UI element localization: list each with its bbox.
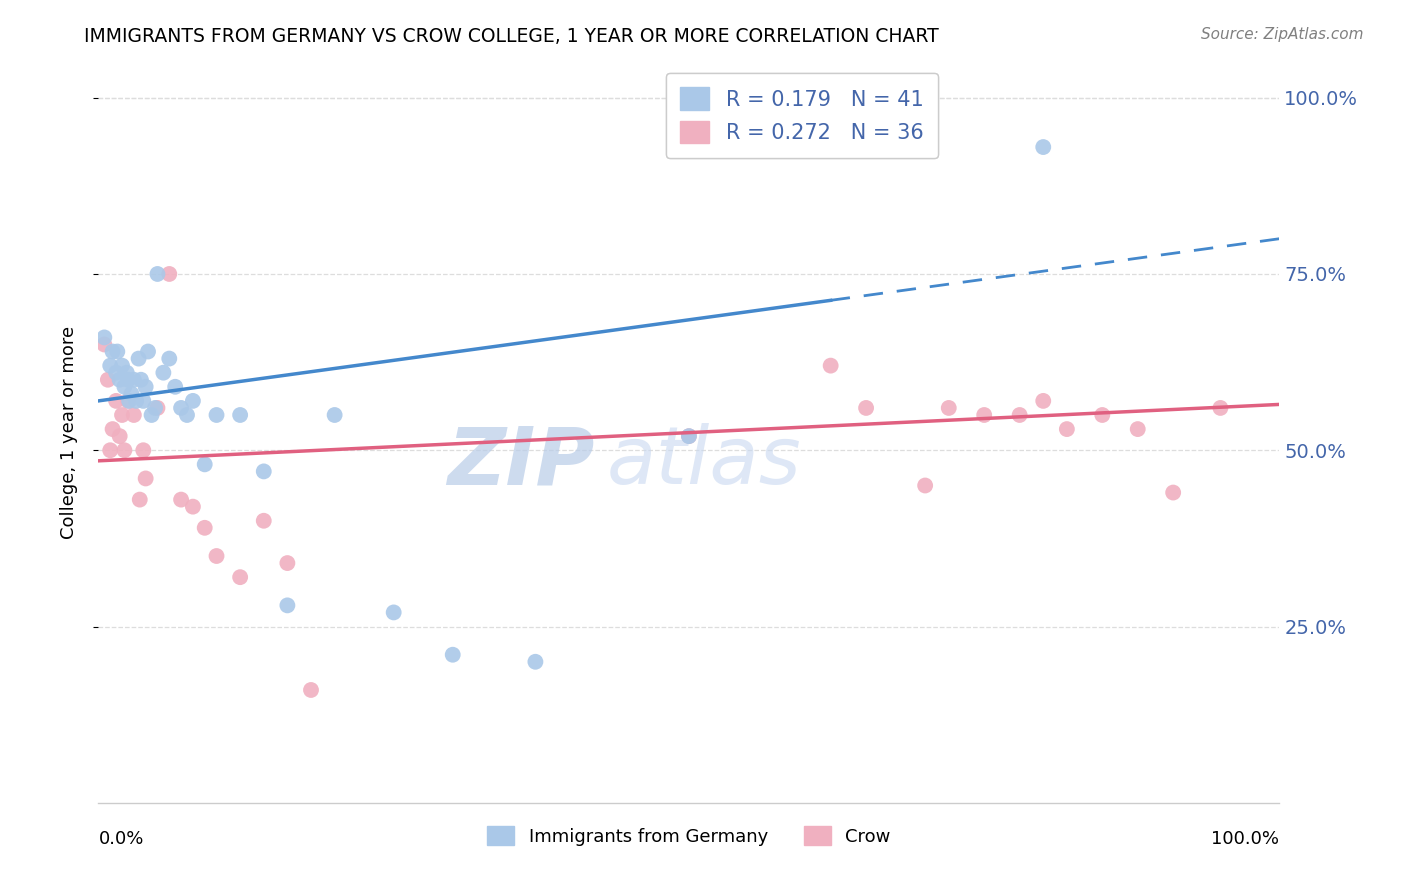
Point <box>973 408 995 422</box>
Point <box>1126 422 1149 436</box>
Point <box>98 359 121 373</box>
Point <box>1032 140 1054 154</box>
Text: Source: ZipAtlas.com: Source: ZipAtlas.com <box>1201 27 1364 42</box>
Point <box>253 514 276 528</box>
Point <box>181 393 204 408</box>
Text: ZIP: ZIP <box>447 423 595 501</box>
Point <box>205 549 228 563</box>
Point <box>101 344 124 359</box>
Point <box>143 401 166 415</box>
Point <box>157 351 180 366</box>
Point <box>141 408 163 422</box>
Point <box>135 471 157 485</box>
Point <box>122 408 145 422</box>
Text: IMMIGRANTS FROM GERMANY VS CROW COLLEGE, 1 YEAR OR MORE CORRELATION CHART: IMMIGRANTS FROM GERMANY VS CROW COLLEGE,… <box>84 27 939 45</box>
Point <box>855 119 877 133</box>
Point <box>229 570 252 584</box>
Point <box>194 521 217 535</box>
Point <box>105 366 128 380</box>
Point <box>1091 408 1114 422</box>
Point <box>152 366 174 380</box>
Point <box>524 655 547 669</box>
Y-axis label: College, 1 year or more: College, 1 year or more <box>59 326 77 539</box>
Point <box>229 408 252 422</box>
Point <box>118 393 141 408</box>
Point <box>128 351 150 366</box>
Point <box>323 408 346 422</box>
Point <box>170 492 193 507</box>
Text: atlas: atlas <box>606 423 801 501</box>
Point <box>97 373 120 387</box>
Point <box>112 380 135 394</box>
Point <box>1032 393 1054 408</box>
Point <box>146 267 169 281</box>
Point <box>128 492 150 507</box>
Point <box>93 337 115 351</box>
Point <box>855 401 877 415</box>
Point <box>101 422 124 436</box>
Point <box>117 393 139 408</box>
Point <box>165 380 187 394</box>
Point <box>820 359 842 373</box>
Point <box>132 393 155 408</box>
Point <box>125 393 148 408</box>
Point <box>112 443 135 458</box>
Point <box>98 443 121 458</box>
Point <box>382 606 405 620</box>
Point <box>678 429 700 443</box>
Point <box>938 401 960 415</box>
Point <box>194 458 217 472</box>
Point <box>181 500 204 514</box>
Text: 100.0%: 100.0% <box>1212 830 1279 847</box>
Point <box>122 373 145 387</box>
Point <box>253 464 276 478</box>
Point <box>205 408 228 422</box>
Point <box>176 408 198 422</box>
Point <box>1209 401 1232 415</box>
Point <box>132 443 155 458</box>
Point <box>299 683 322 698</box>
Point <box>111 408 134 422</box>
Point <box>115 366 138 380</box>
Point <box>108 373 131 387</box>
Point <box>276 556 298 570</box>
Point <box>117 373 139 387</box>
Point <box>1056 422 1078 436</box>
Point <box>276 599 298 613</box>
Point <box>170 401 193 415</box>
Point <box>108 429 131 443</box>
Point <box>105 344 128 359</box>
Point <box>914 478 936 492</box>
Point <box>1161 485 1184 500</box>
Point <box>820 97 842 112</box>
Point <box>136 344 159 359</box>
Point <box>129 373 152 387</box>
Point <box>121 387 143 401</box>
Point <box>105 393 128 408</box>
Point <box>135 380 157 394</box>
Point <box>111 359 134 373</box>
Point <box>146 401 169 415</box>
Text: 0.0%: 0.0% <box>98 830 143 847</box>
Point <box>441 648 464 662</box>
Point <box>93 330 115 344</box>
Legend: R = 0.179   N = 41, R = 0.272   N = 36: R = 0.179 N = 41, R = 0.272 N = 36 <box>665 73 938 158</box>
Point <box>157 267 180 281</box>
Point <box>678 429 700 443</box>
Point <box>1008 408 1031 422</box>
